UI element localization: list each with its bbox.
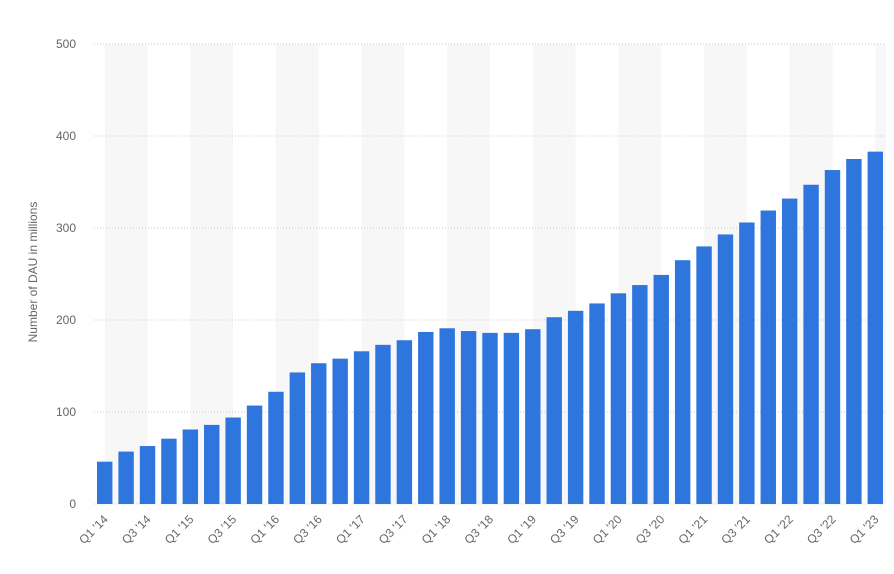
bar	[696, 246, 712, 504]
bar	[96, 461, 113, 504]
bar	[396, 340, 413, 504]
bar	[353, 351, 370, 504]
bar	[182, 429, 199, 504]
bar	[824, 170, 841, 505]
y-tick-label: 100	[56, 405, 76, 419]
bar	[803, 184, 819, 504]
x-tick-label: Q3 '20	[633, 512, 668, 547]
bar	[781, 198, 798, 504]
bar	[674, 260, 691, 504]
bar	[225, 417, 241, 504]
bar	[311, 363, 327, 504]
x-tick-label: Q3 '22	[804, 512, 839, 547]
bar	[610, 293, 627, 504]
bar	[546, 317, 562, 504]
y-tick-label: 300	[56, 221, 76, 235]
x-tick-label: Q1 '14	[76, 512, 111, 547]
x-tick-label: Q3 '17	[376, 512, 411, 547]
y-tick-label: 500	[56, 37, 76, 51]
x-tick-label: Q3 '16	[290, 512, 325, 547]
x-tick-label: Q1 '17	[333, 512, 368, 547]
bar	[525, 329, 541, 504]
x-tick-label: Q1 '19	[504, 512, 539, 547]
bar	[439, 328, 455, 504]
bar	[503, 332, 520, 504]
bar	[375, 344, 391, 504]
bar	[482, 332, 498, 504]
bar	[118, 451, 134, 504]
x-tick-label: Q1 '18	[419, 512, 454, 547]
bar	[204, 424, 220, 504]
x-tick-label: Q3 '19	[547, 512, 582, 547]
x-tick-label: Q1 '22	[761, 512, 796, 547]
x-tick-label: Q1 '23	[847, 512, 882, 547]
bar	[846, 159, 862, 504]
bar	[246, 405, 263, 504]
x-tick-label: Q3 '18	[461, 512, 496, 547]
bar	[418, 331, 434, 504]
bar	[268, 391, 284, 504]
bar	[589, 303, 605, 504]
y-tick-label: 400	[56, 129, 76, 143]
bar	[332, 358, 348, 504]
x-tick-label: Q3 '15	[205, 512, 240, 547]
y-axis-label: Number of DAU in millions	[26, 202, 40, 343]
bar	[867, 151, 884, 504]
x-tick-label: Q1 '20	[590, 512, 625, 547]
x-tick-label: Q1 '21	[676, 512, 711, 547]
bar	[760, 210, 776, 504]
bar	[717, 234, 734, 504]
bar	[653, 274, 669, 504]
x-tick-label: Q3 '14	[119, 512, 154, 547]
x-tick-label: Q1 '16	[247, 512, 282, 547]
bar	[139, 446, 156, 504]
background-band	[104, 44, 148, 504]
bar	[289, 372, 306, 504]
y-tick-label: 0	[69, 497, 76, 511]
bar	[161, 438, 177, 504]
bar	[567, 310, 584, 504]
bar	[739, 222, 755, 505]
x-tick-label: Q3 '21	[718, 512, 753, 547]
x-tick-label: Q1 '15	[162, 512, 197, 547]
y-tick-label: 200	[56, 313, 76, 327]
bar	[632, 285, 648, 504]
bar	[460, 331, 477, 504]
